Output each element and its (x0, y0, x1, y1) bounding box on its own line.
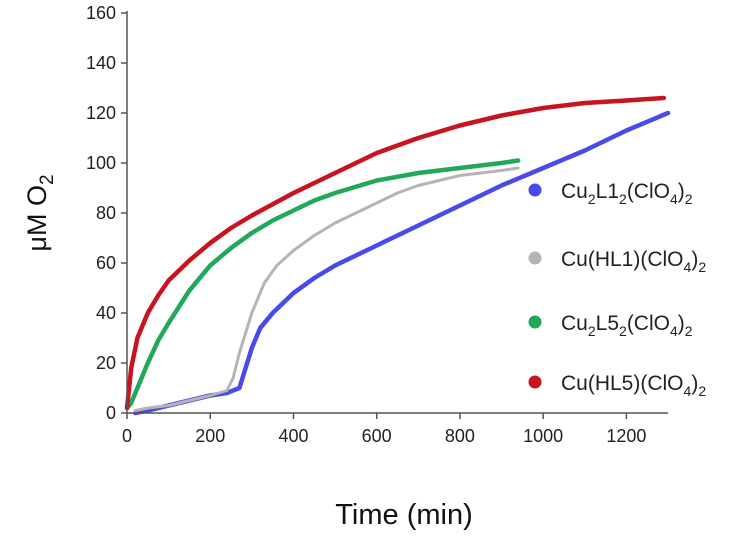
y-tick-label: 80 (96, 203, 116, 223)
y-tick-label: 40 (96, 303, 116, 323)
x-tick-label: 0 (122, 426, 132, 446)
legend-label-1: Cu2L12(ClO4)2 (561, 180, 693, 207)
x-tick-label: 600 (362, 426, 392, 446)
legend-label-2: Cu(HL1)(ClO4)2 (561, 248, 706, 275)
y-tick-label: 160 (86, 3, 116, 23)
y-tick-label: 100 (86, 153, 116, 173)
legend-label-4: Cu(HL5)(ClO4)2 (561, 372, 706, 399)
legend-marker-1 (528, 183, 542, 197)
y-tick-label: 20 (96, 353, 116, 373)
series-line-3 (124, 158, 521, 411)
y-axis: 0 20 40 60 80 100 120 140 160 (86, 3, 128, 423)
x-tick-label: 400 (278, 426, 308, 446)
x-tick-label: 1200 (606, 426, 646, 446)
x-axis-title: Time (min) (335, 499, 472, 531)
x-tick-label: 200 (195, 426, 225, 446)
plot-series (124, 95, 671, 416)
y-tick-label: 60 (96, 253, 116, 273)
x-tick-label: 1000 (523, 426, 563, 446)
y-axis-title-subscript: 2 (37, 174, 58, 185)
x-tick-label: 800 (445, 426, 475, 446)
y-tick-label: 0 (106, 403, 116, 423)
y-axis-title-main: μM O (22, 185, 52, 252)
y-tick-label: 140 (86, 53, 116, 73)
y-axis-title: μM O2 (22, 174, 58, 251)
legend-label-3: Cu2L52(ClO4)2 (561, 312, 693, 339)
y-tick-label: 120 (86, 103, 116, 123)
series-line-4 (124, 95, 667, 411)
legend-marker-2 (528, 251, 542, 265)
legend-marker-4 (528, 375, 542, 389)
legend-marker-3 (528, 315, 542, 329)
legend: Cu2L12(ClO4)2 Cu(HL1)(ClO4)2 Cu2L52(ClO4)2… (528, 180, 706, 399)
x-axis: 0 200 400 600 800 1000 1200 (122, 412, 668, 446)
series-line-2 (133, 166, 520, 412)
